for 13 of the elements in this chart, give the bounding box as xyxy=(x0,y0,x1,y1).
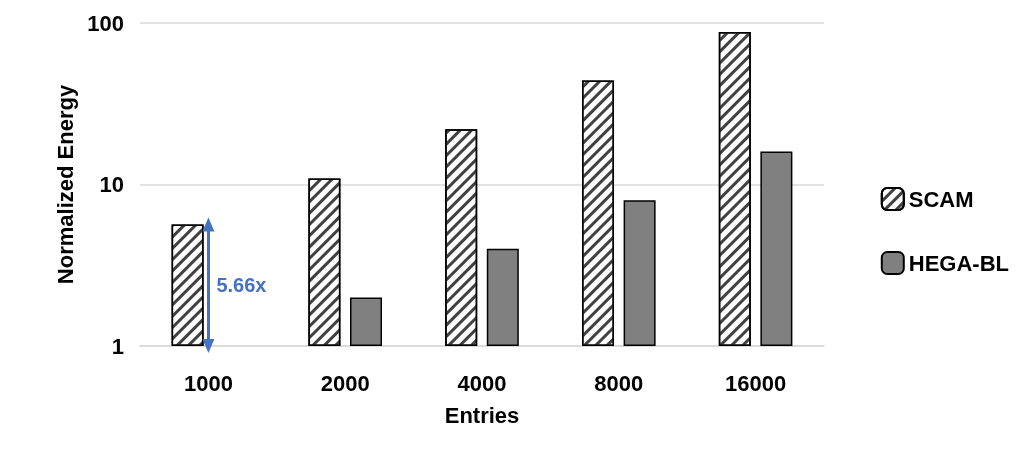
legend-label: HEGA-BL xyxy=(908,250,1009,276)
legend-label: SCAM xyxy=(908,186,974,212)
y-tick-label: 1 xyxy=(111,333,124,359)
x-tick-label: 16000 xyxy=(725,370,787,396)
y-axis-title: Normalized Energy xyxy=(52,84,78,285)
x-axis-title: Entries xyxy=(444,402,520,428)
y-tick-label: 10 xyxy=(99,172,124,197)
x-tick-label: 2000 xyxy=(320,370,370,396)
x-tick-label: 8000 xyxy=(594,370,644,396)
y-tick-label: 100 xyxy=(87,10,124,36)
x-tick-label: 1000 xyxy=(183,370,233,396)
annotation: 5.66x xyxy=(216,274,267,297)
x-tick-label: 4000 xyxy=(457,370,507,396)
